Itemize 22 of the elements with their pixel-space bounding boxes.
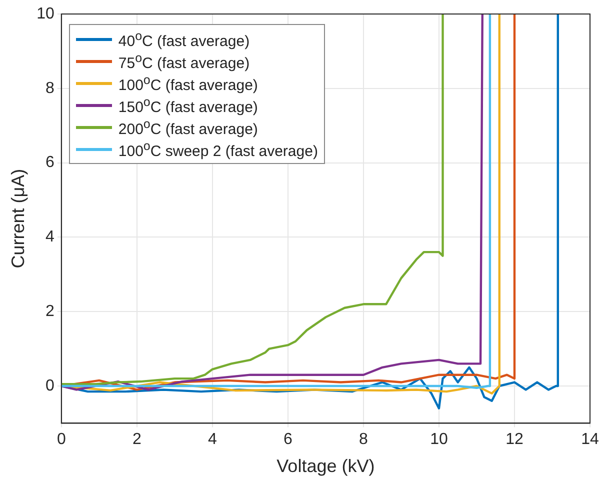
legend-label: 100$^{o}$C sweep 2 (fast average) xyxy=(118,138,318,160)
y-tick-label: 0 xyxy=(45,377,54,394)
legend-label: 200$^{o}$C (fast average) xyxy=(118,116,258,138)
x-tick-label: 6 xyxy=(283,431,292,448)
y-tick-label: 2 xyxy=(45,303,54,320)
legend-label: 40$^{o}$C (fast average) xyxy=(118,28,250,50)
y-tick-label: 10 xyxy=(36,5,54,22)
legend-label: 100$^{o}$C (fast average) xyxy=(118,72,258,94)
x-tick-label: 0 xyxy=(56,431,66,448)
legend-label: 150$^{o}$C (fast average) xyxy=(118,94,258,116)
legend-label: 75$^{o}$C (fast average) xyxy=(118,50,250,72)
x-axis-title: Voltage (kV) xyxy=(276,456,375,476)
x-tick-label: 4 xyxy=(208,431,217,448)
x-tick-label: 8 xyxy=(359,431,368,448)
x-tick-label: 10 xyxy=(430,431,448,448)
x-tick-label: 2 xyxy=(132,431,142,448)
y-tick-label: 6 xyxy=(45,154,54,172)
y-tick-label: 4 xyxy=(45,228,54,246)
y-tick-label: 8 xyxy=(45,80,54,97)
x-tick-label: 12 xyxy=(506,431,524,448)
y-axis-title: Current (μA) xyxy=(8,168,28,268)
x-tick-label: 14 xyxy=(581,431,599,448)
